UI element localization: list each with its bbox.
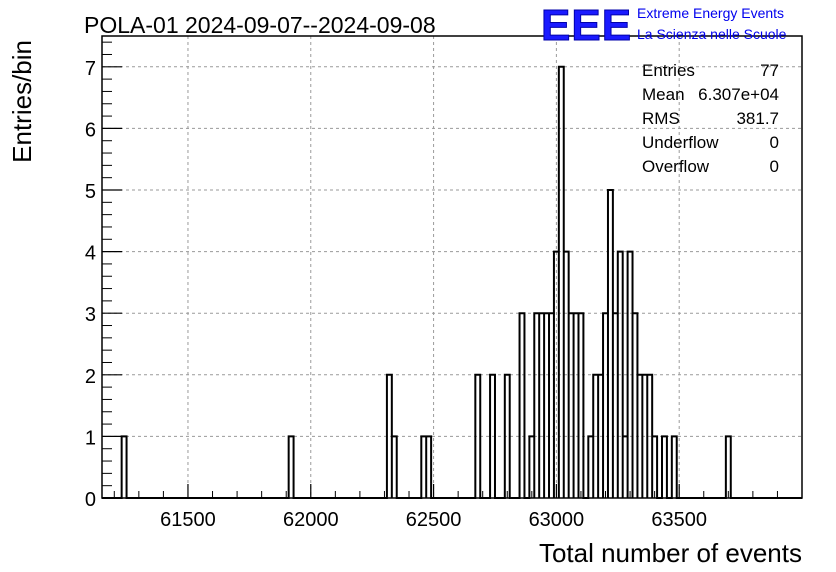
histogram-bin xyxy=(549,313,554,498)
histogram-outline xyxy=(102,65,802,499)
histogram-bin xyxy=(426,436,431,498)
y-tick-label: 5 xyxy=(85,181,96,203)
stats-box: Entries 77 Mean 6.307e+04 RMS 381.7 Underflow 0… xyxy=(642,61,779,176)
x-tick-label: 62000 xyxy=(283,509,339,531)
y-tick-label: 0 xyxy=(85,489,96,511)
stats-value: 0 xyxy=(770,157,779,176)
logo-mark: EEE xyxy=(541,1,632,50)
histogram-bin xyxy=(726,436,731,498)
histogram-bin xyxy=(490,375,495,498)
histogram-bin xyxy=(647,375,652,498)
histogram-bin xyxy=(569,313,574,498)
y-tick-label: 3 xyxy=(85,304,96,326)
stats-label: Underflow xyxy=(642,133,719,152)
histogram-bin xyxy=(534,313,539,498)
plot-frame xyxy=(101,35,803,499)
stats-value: 381.7 xyxy=(736,109,779,128)
histogram-bin xyxy=(588,436,593,498)
y-tick-label: 7 xyxy=(85,58,96,80)
histogram-bin xyxy=(662,436,667,498)
histogram-bin xyxy=(574,313,579,498)
histogram-bin xyxy=(623,436,628,498)
histogram-bin xyxy=(652,436,657,498)
histogram-bin xyxy=(672,436,677,498)
histogram-bin xyxy=(559,67,564,498)
histogram-bin xyxy=(529,436,534,498)
logo-line-2: La Scienza nelle Scuole xyxy=(637,26,787,42)
histogram-bin xyxy=(387,375,392,498)
histogram-bin xyxy=(564,252,569,498)
y-tick-label: 4 xyxy=(85,243,96,265)
x-tick-label: 61500 xyxy=(160,509,216,531)
stats-label: Mean xyxy=(642,85,685,104)
x-axis-label: Total number of events xyxy=(539,538,802,568)
stats-value: 0 xyxy=(770,133,779,152)
histogram-bin xyxy=(578,313,583,498)
histogram-bin xyxy=(618,252,623,498)
histogram-bin xyxy=(637,375,642,498)
stats-label: Entries xyxy=(642,61,695,80)
histogram-bin xyxy=(122,436,127,498)
histogram-bin xyxy=(544,313,549,498)
x-tick-labels: 61500 62000 62500 63000 63500 xyxy=(160,509,707,531)
histogram-bin xyxy=(608,190,613,498)
histogram-bin xyxy=(598,375,603,498)
histogram-bin xyxy=(520,313,525,498)
x-tick-label: 62500 xyxy=(406,509,462,531)
eee-logo: EEE Extreme Energy Events La Scienza nel… xyxy=(541,1,787,51)
histogram-bin xyxy=(603,313,608,498)
histogram-bin xyxy=(628,252,633,498)
histogram-bin xyxy=(554,252,559,498)
y-tick-label: 6 xyxy=(85,119,96,141)
stats-value: 6.307e+04 xyxy=(698,85,779,104)
histogram-bin xyxy=(505,375,510,498)
y-tick-label: 2 xyxy=(85,366,96,388)
stats-value: 77 xyxy=(760,61,779,80)
histogram-bin xyxy=(642,375,647,498)
stats-label: RMS xyxy=(642,109,680,128)
histogram-bin xyxy=(593,375,598,498)
x-tick-label: 63500 xyxy=(651,509,707,531)
histogram-bin xyxy=(475,375,480,498)
x-tick-label: 63000 xyxy=(529,509,585,531)
y-tick-labels: 0 1 2 3 4 5 6 7 xyxy=(85,58,96,511)
histogram-bin xyxy=(421,436,426,498)
axis-ticks xyxy=(102,41,778,499)
histogram-bin xyxy=(289,436,294,498)
stats-label: Overflow xyxy=(642,157,710,176)
y-tick-label: 1 xyxy=(85,427,96,449)
histogram-bars xyxy=(102,65,802,499)
histogram-bin xyxy=(633,313,638,498)
histogram-bin xyxy=(539,313,544,498)
chart-title: POLA-01 2024-09-07--2024-09-08 xyxy=(84,12,436,38)
y-axis-label: Entries/bin xyxy=(7,40,37,163)
histogram-bin xyxy=(613,313,618,498)
grid-lines xyxy=(102,36,802,498)
logo-line-1: Extreme Energy Events xyxy=(637,5,784,21)
histogram-bin xyxy=(392,436,397,498)
